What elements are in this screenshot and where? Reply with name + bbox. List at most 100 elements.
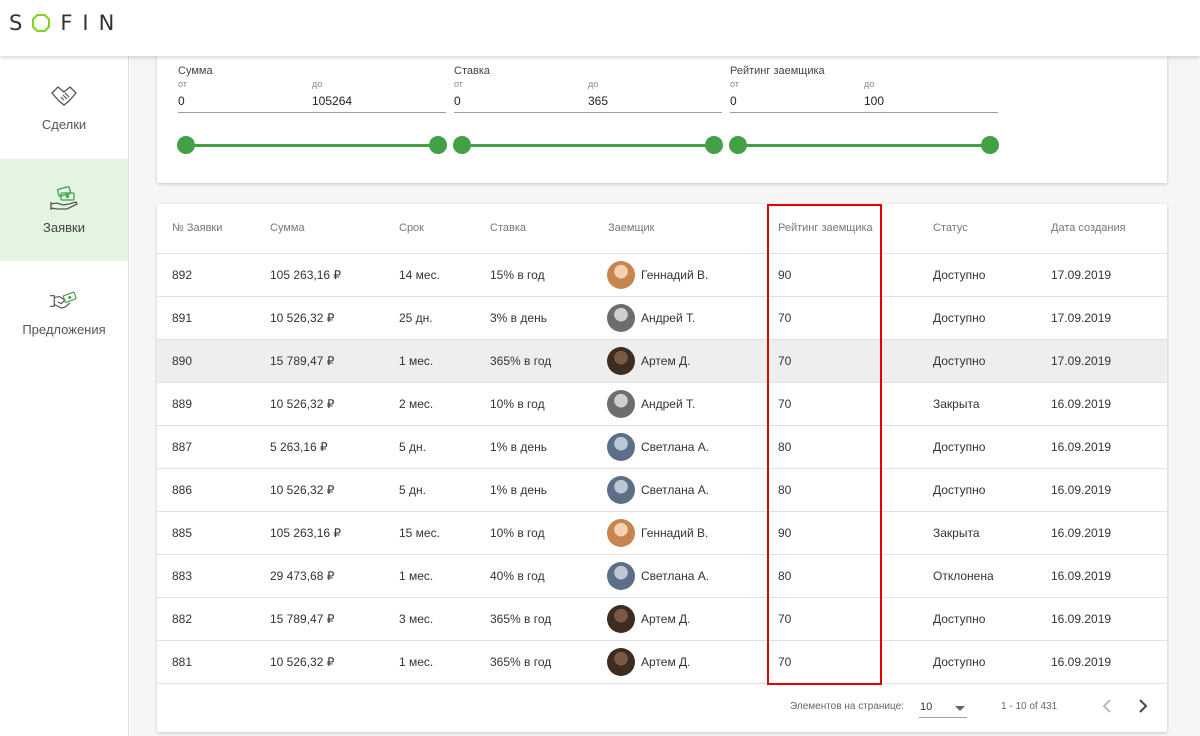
cell-rate: 365% в год <box>490 354 552 368</box>
table-row[interactable]: 887 5 263,16 ₽ 5 дн. 1% в день 80 Доступно 16.… <box>157 426 1167 469</box>
cell-rating: 70 <box>778 612 792 626</box>
col-header-id[interactable]: № Заявки <box>172 222 223 234</box>
sidebar-item-label: Сделки <box>41 116 87 132</box>
cell-rating: 90 <box>778 526 792 540</box>
avatar <box>607 347 635 375</box>
sidebar-item-requests[interactable]: Заявки <box>0 159 128 261</box>
filter-title: Рейтинг заемщика <box>730 65 825 77</box>
slider-max-thumb[interactable] <box>981 136 999 154</box>
cell-borrower: Светлана А. <box>641 569 710 583</box>
cell-borrower: Андрей Т. <box>641 397 696 411</box>
table-row[interactable]: 882 15 789,47 ₽ 3 мес. 365% в год 70 Доступно… <box>157 598 1167 641</box>
handshake-icon <box>51 85 77 106</box>
cell-sum: 29 473,68 ₽ <box>270 569 335 583</box>
avatar <box>607 605 635 633</box>
logo-rest: FIN <box>60 11 125 35</box>
filter-from-input[interactable]: 0 <box>178 94 185 108</box>
col-header-term[interactable]: Срок <box>399 222 424 234</box>
slider-max-thumb[interactable] <box>705 136 723 154</box>
cell-sum: 105 263,16 ₽ <box>270 268 342 282</box>
filter-to-label: до <box>588 79 599 89</box>
sidebar-item-deals[interactable]: Сделки <box>0 56 128 158</box>
filter-to-input[interactable]: 105264 <box>312 94 353 108</box>
slider-min-thumb[interactable] <box>177 136 195 154</box>
col-header-status[interactable]: Статус <box>933 222 968 234</box>
avatar <box>607 261 635 289</box>
slider-sum[interactable] <box>177 135 447 155</box>
avatar <box>607 648 635 676</box>
top-bar: S FIN <box>0 0 1200 56</box>
main-content: Сумма от до 0 105264 Ставка от до 0 365 Рейт… <box>130 56 1200 736</box>
cell-borrower: Андрей Т. <box>641 311 696 325</box>
cell-rate: 10% в год <box>490 526 545 540</box>
filter-from-label: от <box>454 79 463 89</box>
sidebar-item-offers[interactable]: Предложения <box>0 261 128 363</box>
cell-id: 882 <box>172 612 193 626</box>
cell-date: 16.09.2019 <box>1051 526 1112 540</box>
col-header-rating[interactable]: Рейтинг заемщика <box>778 222 873 234</box>
next-page-button[interactable] <box>1132 695 1154 717</box>
cell-date: 17.09.2019 <box>1051 354 1112 368</box>
cell-term: 1 мес. <box>399 569 434 583</box>
page-size-select[interactable]: 10 <box>919 696 967 718</box>
sidebar-item-label: Заявки <box>43 219 85 235</box>
table-row[interactable]: 892 105 263,16 ₽ 14 мес. 15% в год 90 Доступн… <box>157 254 1167 297</box>
col-header-rate[interactable]: Ставка <box>490 222 526 234</box>
slider-rate[interactable] <box>453 135 723 155</box>
avatar <box>607 304 635 332</box>
cell-rating: 90 <box>778 268 792 282</box>
filter-title: Сумма <box>178 65 213 77</box>
table-row[interactable]: 890 15 789,47 ₽ 1 мес. 365% в год 70 Доступно… <box>157 340 1167 383</box>
cell-date: 16.09.2019 <box>1051 655 1112 669</box>
col-header-date[interactable]: Дата создания <box>1051 222 1126 234</box>
cell-rate: 1% в день <box>490 483 547 497</box>
table-row[interactable]: 883 29 473,68 ₽ 1 мес. 40% в год 80 Отклонена… <box>157 555 1167 598</box>
slider-rating[interactable] <box>729 135 999 155</box>
avatar <box>607 433 635 461</box>
slider-min-thumb[interactable] <box>729 136 747 154</box>
logo[interactable]: S FIN <box>9 11 124 35</box>
avatar <box>607 476 635 504</box>
cell-status: Закрыта <box>933 526 980 540</box>
table-row[interactable]: 886 10 526,32 ₽ 5 дн. 1% в день 80 Доступно 16… <box>157 469 1167 512</box>
cell-status: Доступно <box>933 655 986 669</box>
logo-octagon-icon <box>32 14 51 32</box>
slider-max-thumb[interactable] <box>429 136 447 154</box>
cell-id: 881 <box>172 655 193 669</box>
col-header-sum[interactable]: Сумма <box>270 222 305 234</box>
filter-to-input[interactable]: 365 <box>588 94 609 108</box>
filter-rate: Ставка от до 0 365 <box>454 65 722 113</box>
cell-status: Доступно <box>933 483 986 497</box>
filter-from-input[interactable]: 0 <box>454 94 461 108</box>
col-header-borrower[interactable]: Заемщик <box>608 222 655 234</box>
cell-term: 25 дн. <box>399 311 433 325</box>
slider-min-thumb[interactable] <box>453 136 471 154</box>
filter-title: Ставка <box>454 65 490 77</box>
table-row[interactable]: 881 10 526,32 ₽ 1 мес. 365% в год 70 Доступно… <box>157 641 1167 684</box>
cell-borrower: Геннадий В. <box>641 268 709 282</box>
avatar <box>607 390 635 418</box>
cell-sum: 15 789,47 ₽ <box>270 354 335 368</box>
cell-term: 15 мес. <box>399 526 440 540</box>
cell-rate: 365% в год <box>490 655 552 669</box>
cell-rate: 3% в день <box>490 311 547 325</box>
filter-to-label: до <box>864 79 875 89</box>
cell-status: Отклонена <box>933 569 994 583</box>
cell-status: Закрыта <box>933 397 980 411</box>
previous-page-button[interactable] <box>1096 695 1118 717</box>
cell-rate: 15% в год <box>490 268 545 282</box>
cell-id: 885 <box>172 526 193 540</box>
table-row[interactable]: 885 105 263,16 ₽ 15 мес. 10% в год 90 Закрыта… <box>157 512 1167 555</box>
filter-from-label: от <box>178 79 187 89</box>
filter-from-input[interactable]: 0 <box>730 94 737 108</box>
cell-rate: 365% в год <box>490 612 552 626</box>
cell-rating: 80 <box>778 569 792 583</box>
cell-date: 16.09.2019 <box>1051 440 1112 454</box>
cell-borrower: Артем Д. <box>641 655 691 669</box>
table-row[interactable]: 889 10 526,32 ₽ 2 мес. 10% в год 70 Закрыта 16… <box>157 383 1167 426</box>
cell-status: Доступно <box>933 311 986 325</box>
filter-to-label: до <box>312 79 323 89</box>
table-row[interactable]: 891 10 526,32 ₽ 25 дн. 3% в день 70 Доступно 1… <box>157 297 1167 340</box>
filter-to-input[interactable]: 100 <box>864 94 885 108</box>
cell-rating: 70 <box>778 311 792 325</box>
